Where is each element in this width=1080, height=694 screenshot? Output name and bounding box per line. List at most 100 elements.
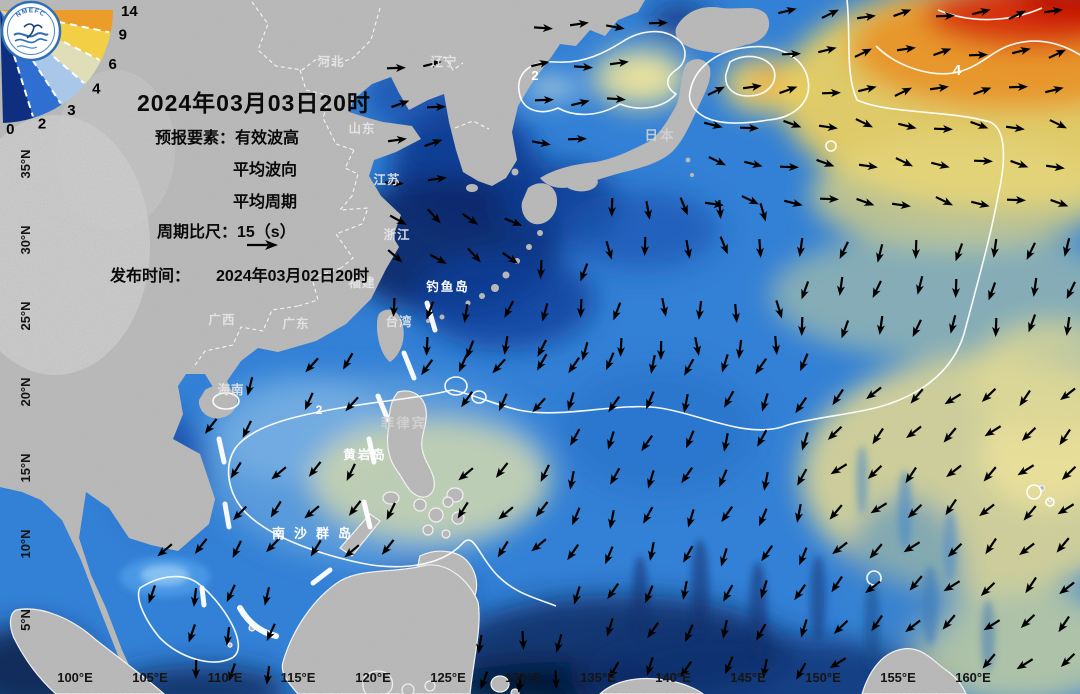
wave-direction-arrow <box>910 388 924 404</box>
wave-direction-arrow <box>646 657 654 676</box>
wave-direction-arrow <box>870 502 888 514</box>
wave-direction-arrow <box>984 425 1002 437</box>
wave-direction-arrow <box>605 23 625 31</box>
logo-text: NMEFC <box>15 7 46 19</box>
latitude-tick-label: 15°N <box>18 453 33 482</box>
wave-direction-arrows <box>148 7 1077 693</box>
sakhalin <box>610 0 640 12</box>
wave-direction-arrow <box>725 656 734 675</box>
wave-direction-arrow <box>571 99 590 107</box>
wave-direction-arrow <box>981 387 997 402</box>
wave-direction-arrow <box>821 9 839 19</box>
wave-direction-arrow <box>973 157 993 165</box>
wave-direction-arrow <box>867 464 883 479</box>
wave-direction-arrow <box>504 217 523 226</box>
wave-direction-arrow <box>871 614 883 632</box>
wave-direction-arrow <box>907 503 923 518</box>
wave-direction-arrow <box>685 624 694 643</box>
logo-wave-icon <box>13 32 49 38</box>
longitude-tick-label: 110°E <box>208 670 243 685</box>
contour-label: 4 <box>953 62 962 79</box>
contour-label: 2 <box>316 403 323 417</box>
wave-direction-arrow <box>952 278 960 298</box>
map-label-福建: 福建 <box>347 275 375 290</box>
contour-value-labels: 2 4 2 <box>316 62 962 417</box>
wave-direction-arrow <box>985 537 997 555</box>
wave-direction-arrow <box>833 619 849 634</box>
wave-direction-arrow <box>947 542 963 557</box>
wave-direction-arrow <box>687 509 695 528</box>
wave-direction-arrow <box>682 393 690 413</box>
wave-direction-arrow <box>344 544 360 558</box>
wave-direction-arrow <box>756 623 767 641</box>
latitude-tick-label: 5°N <box>18 609 33 631</box>
wave-direction-arrow <box>427 175 447 183</box>
wave-direction-arrow <box>757 429 768 447</box>
longitude-tick-label: 140°E <box>655 670 691 685</box>
luzon-island <box>386 390 435 498</box>
wave-direction-arrow <box>798 316 806 336</box>
wave-direction-arrow <box>732 303 740 323</box>
wave-direction-arrow <box>533 24 553 32</box>
wave-direction-arrow <box>647 470 655 489</box>
wave-direction-arrow <box>271 466 287 480</box>
taiwan-island <box>377 309 404 362</box>
wave-direction-arrow <box>832 388 844 406</box>
wave-direction-arrow <box>741 195 759 205</box>
wave-direction-arrow <box>818 46 837 54</box>
wave-direction-arrow <box>684 239 692 259</box>
wave-direction-arrow <box>681 466 694 484</box>
latitude-tick-label: 10°N <box>18 529 33 558</box>
wave-direction-arrow <box>722 432 730 452</box>
wave-direction-arrow <box>1006 196 1026 204</box>
longitude-tick-label: 145°E <box>730 670 766 685</box>
wave-direction-arrow <box>816 158 835 167</box>
issue-time-value: 2024年03月02日20时 <box>216 268 370 285</box>
contour-label: 2 <box>531 68 538 83</box>
wave-direction-arrow <box>944 393 962 405</box>
map-label-辽宁: 辽宁 <box>430 54 457 69</box>
wave-direction-arrow <box>540 464 550 482</box>
legend-tick-label: 4 <box>92 80 101 97</box>
wave-direction-arrow <box>1025 576 1037 594</box>
wave-direction-arrow <box>304 505 320 519</box>
wave-direction-arrow <box>607 582 620 600</box>
logo-bird-icon <box>23 23 43 39</box>
wave-direction-arrow <box>837 276 845 296</box>
wave-direction-arrow <box>492 358 506 374</box>
jeju-island <box>466 184 478 192</box>
wave-direction-arrow <box>991 238 999 258</box>
wave-direction-arrow <box>607 431 615 450</box>
wave-direction-arrow <box>736 339 744 359</box>
wave-direction-arrow <box>1021 426 1037 441</box>
wave-direction-arrow <box>649 354 657 374</box>
wave-direction-arrow <box>1008 10 1026 20</box>
map-label-台湾: 台湾 <box>385 314 412 329</box>
wave-direction-arrow <box>644 200 652 220</box>
wave-direction-arrow <box>1045 86 1064 94</box>
wave-direction-arrow <box>755 357 768 375</box>
sulawesi-island <box>362 670 394 694</box>
wave-direction-arrow <box>643 506 654 524</box>
wave-direction-arrow <box>858 85 877 93</box>
wave-direction-arrow <box>1061 465 1077 480</box>
wave-direction-arrow <box>641 236 649 256</box>
wave-direction-arrow <box>233 505 248 521</box>
wave-direction-arrow <box>858 162 878 170</box>
wave-direction-arrow <box>929 84 949 92</box>
wave-direction-arrow <box>555 634 563 653</box>
wave-direction-arrow <box>608 395 621 413</box>
wave-direction-arrow <box>759 203 767 222</box>
wave-direction-arrow <box>801 432 809 451</box>
wave-direction-arrow <box>1043 7 1063 15</box>
wave-direction-arrow <box>795 503 803 523</box>
wave-direction-arrow <box>708 156 726 166</box>
wave-direction-arrow <box>707 86 725 96</box>
wave-direction-arrow <box>606 618 614 637</box>
wave-direction-arrow <box>1016 658 1034 670</box>
wave-direction-arrow <box>818 123 838 131</box>
wave-direction-arrow <box>537 353 548 371</box>
wave-direction-arrow <box>779 86 798 95</box>
wave-direction-arrow <box>972 8 991 16</box>
